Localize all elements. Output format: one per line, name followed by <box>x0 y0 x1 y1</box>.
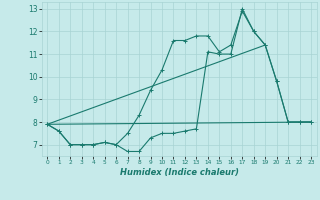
X-axis label: Humidex (Indice chaleur): Humidex (Indice chaleur) <box>120 168 239 177</box>
